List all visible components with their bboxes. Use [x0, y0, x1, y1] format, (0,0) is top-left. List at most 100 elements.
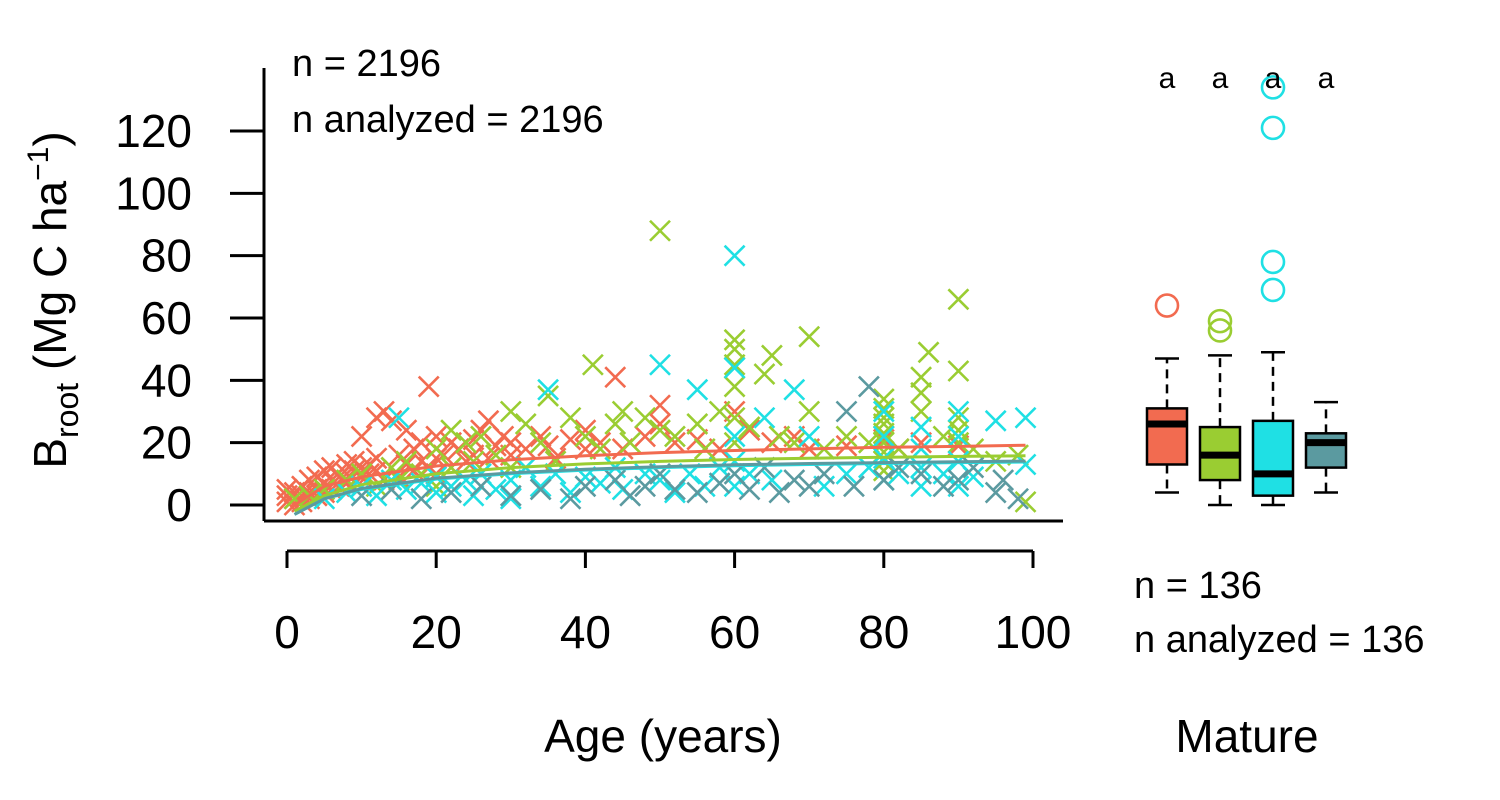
outlier-point: [1154, 293, 1180, 318]
data-point: [872, 469, 895, 491]
data-point: [835, 425, 858, 448]
data-point: [619, 431, 642, 454]
x-tick-label: 40: [560, 606, 611, 658]
data-point: [574, 475, 597, 498]
data-point: [738, 419, 761, 442]
data-point: [664, 481, 686, 504]
data-point: [514, 413, 537, 435]
data-point: [768, 425, 791, 448]
data-point: [529, 425, 552, 448]
data-point: [462, 450, 485, 473]
y-axis-title-superscript: −1: [22, 147, 55, 181]
data-point: [529, 475, 552, 498]
data-point: [760, 469, 783, 491]
y-tick-label: 60: [141, 292, 192, 344]
data-point: [723, 406, 746, 429]
data-point: [499, 484, 522, 507]
data-point: [798, 475, 821, 498]
data-point: [857, 375, 880, 398]
data-point: [634, 406, 656, 429]
data-point: [410, 487, 433, 510]
y-tick-label: 0: [166, 479, 192, 531]
data-point: [649, 353, 671, 376]
data-point: [649, 413, 671, 435]
data-point: [947, 431, 970, 454]
data-point: [753, 456, 776, 479]
data-point: [649, 394, 671, 417]
data-point: [984, 409, 1007, 432]
x-tick-label: 80: [858, 606, 909, 658]
data-point: [872, 397, 895, 420]
y-axis-title-units: (Mg C ha: [24, 180, 76, 382]
data-point: [693, 437, 716, 460]
data-point: [686, 378, 709, 401]
data-point: [932, 475, 955, 498]
data-point: [686, 481, 709, 504]
outlier-point: [1260, 115, 1286, 141]
data-point: [395, 419, 418, 442]
x-tick-label: 60: [709, 606, 760, 658]
y-tick-label: 80: [141, 230, 192, 282]
data-point: [537, 384, 560, 407]
data-point: [872, 431, 895, 454]
data-point: [917, 341, 940, 364]
data-point: [499, 487, 522, 510]
y-tick-label: 120: [115, 105, 192, 157]
y-tick-label: 20: [141, 417, 192, 469]
y-axis-title-subscript: root: [49, 383, 85, 438]
data-point: [604, 413, 627, 435]
scatter-n-analyzed-label: n analyzed = 2196: [292, 99, 604, 141]
data-point: [664, 478, 686, 501]
trend-line-3: [293, 459, 1026, 516]
data-point: [499, 400, 522, 423]
data-point: [529, 478, 552, 501]
data-point: [581, 353, 604, 376]
box-1: a: [1198, 62, 1242, 507]
data-point: [559, 487, 582, 510]
data-point: [455, 431, 477, 454]
y-axis-title: Broot (Mg C ha−1): [22, 131, 85, 468]
data-point: [604, 366, 627, 389]
significance-letter: a: [1318, 62, 1335, 95]
data-point: [664, 425, 686, 448]
data-point: [835, 434, 858, 457]
data-point: [835, 400, 858, 423]
data-point: [462, 428, 485, 451]
data-point: [470, 425, 492, 448]
box-body: [1145, 407, 1189, 466]
box-n-label: n = 136: [1134, 565, 1262, 607]
data-point: [798, 425, 821, 448]
box-0: a: [1145, 62, 1189, 494]
box-x-axis-title: Mature: [1175, 710, 1318, 762]
outlier-point: [1207, 318, 1233, 343]
data-point: [723, 244, 746, 267]
data-point: [947, 425, 970, 448]
y-tick-label: 100: [115, 167, 192, 219]
data-point: [574, 419, 597, 442]
data-point: [723, 328, 746, 351]
data-point: [350, 425, 373, 448]
data-point: [947, 360, 970, 382]
data-point: [462, 484, 485, 507]
data-point: [738, 416, 761, 439]
data-point: [723, 425, 746, 448]
data-point: [664, 431, 686, 454]
data-point: [723, 375, 746, 398]
data-point: [634, 425, 656, 448]
data-point: [910, 416, 933, 439]
data-point: [857, 456, 880, 479]
data-point: [417, 375, 440, 398]
data-point: [813, 462, 836, 485]
box-body: [1251, 419, 1295, 497]
box-3: a: [1304, 62, 1348, 494]
outlier-point: [1260, 249, 1286, 275]
box-body: [1304, 432, 1348, 469]
data-point: [872, 425, 895, 448]
data-point: [537, 378, 560, 401]
outlier-point: [1260, 75, 1286, 100]
data-point: [387, 406, 410, 429]
data-point: [783, 469, 806, 491]
